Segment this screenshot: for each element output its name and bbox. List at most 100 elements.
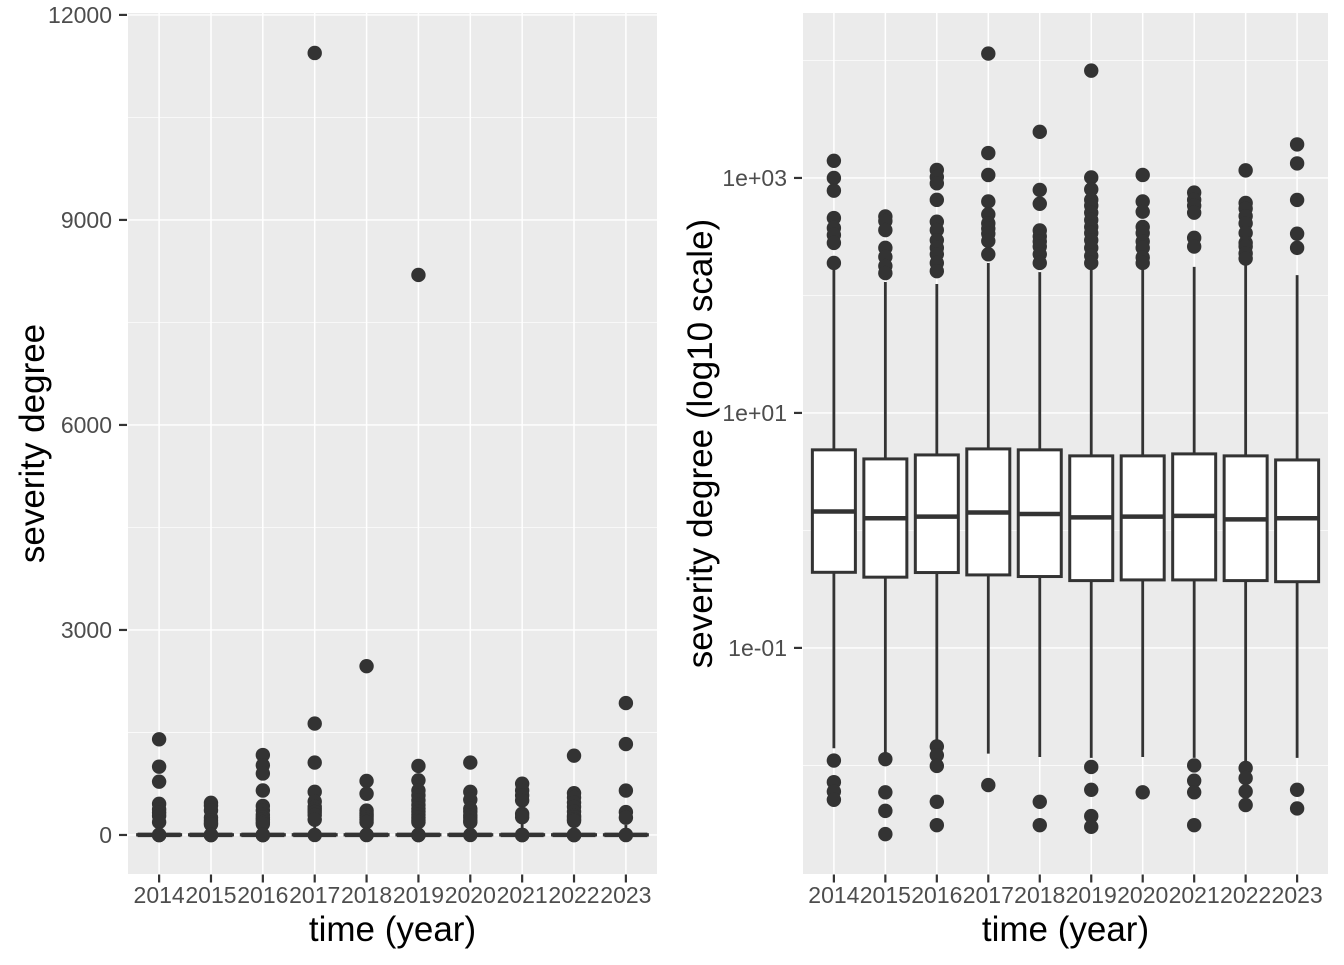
y-tick-label: 1e+03 bbox=[722, 165, 787, 191]
outlier-dot bbox=[256, 766, 270, 780]
outlier-dot bbox=[1290, 137, 1304, 151]
outlier-dot bbox=[411, 815, 425, 829]
y-tick-label: 9000 bbox=[61, 207, 112, 233]
x-tick-label: 2016 bbox=[237, 882, 288, 908]
outlier-dot bbox=[827, 753, 841, 767]
outlier-dot bbox=[1084, 256, 1098, 270]
outlier-dot bbox=[1238, 771, 1252, 785]
x-tick-label: 2014 bbox=[134, 882, 185, 908]
outlier-dot bbox=[1290, 193, 1304, 207]
outlier-dot bbox=[359, 659, 373, 673]
x-tick-label: 2014 bbox=[808, 882, 859, 908]
outlier-dot bbox=[515, 793, 529, 807]
x-tick-label: 2015 bbox=[860, 882, 911, 908]
outlier-dot bbox=[878, 266, 892, 280]
x-tick-label: 2017 bbox=[289, 882, 340, 908]
outlier-dot bbox=[256, 783, 270, 797]
x-axis-title: time (year) bbox=[982, 910, 1149, 949]
outlier-dot bbox=[359, 774, 373, 788]
x-tick-label: 2019 bbox=[1066, 882, 1117, 908]
outlier-dot bbox=[930, 264, 944, 278]
outlier-dot bbox=[1238, 784, 1252, 798]
x-tick-label: 2023 bbox=[1272, 882, 1323, 908]
outlier-dot bbox=[308, 716, 322, 730]
x-tick-label: 2022 bbox=[1220, 882, 1271, 908]
outlier-dot bbox=[256, 828, 270, 842]
outlier-dot bbox=[1187, 818, 1201, 832]
x-tick-label: 2015 bbox=[185, 882, 236, 908]
x-tick-label: 2016 bbox=[911, 882, 962, 908]
x-axis-title: time (year) bbox=[309, 910, 476, 949]
outlier-dot bbox=[981, 234, 995, 248]
outlier-dot bbox=[1290, 156, 1304, 170]
outlier-dot bbox=[1033, 818, 1047, 832]
outlier-dot bbox=[930, 193, 944, 207]
outlier-dot bbox=[463, 828, 477, 842]
outlier-dot bbox=[619, 696, 633, 710]
y-tick-label: 1e+01 bbox=[722, 400, 787, 426]
outlier-dot bbox=[930, 795, 944, 809]
outlier-dot bbox=[1187, 758, 1201, 772]
outlier-dot bbox=[359, 815, 373, 829]
outlier-dot bbox=[878, 752, 892, 766]
outlier-dot bbox=[308, 812, 322, 826]
x-tick-label: 2018 bbox=[1014, 882, 1065, 908]
outlier-dot bbox=[152, 828, 166, 842]
outlier-dot bbox=[930, 759, 944, 773]
outlier-dot bbox=[1136, 785, 1150, 799]
outlier-dot bbox=[1084, 760, 1098, 774]
outlier-dot bbox=[359, 787, 373, 801]
outlier-dot bbox=[619, 783, 633, 797]
y-tick-label: 0 bbox=[99, 822, 112, 848]
outlier-dot bbox=[1187, 239, 1201, 253]
outlier-dot bbox=[1033, 256, 1047, 270]
outlier-dot bbox=[1290, 801, 1304, 815]
outlier-dot bbox=[515, 828, 529, 842]
outlier-dot bbox=[878, 827, 892, 841]
outlier-dot bbox=[1238, 798, 1252, 812]
outlier-dot bbox=[567, 749, 581, 763]
outlier-dot bbox=[1033, 183, 1047, 197]
outlier-dot bbox=[1290, 241, 1304, 255]
outlier-dot bbox=[827, 236, 841, 250]
outlier-dot bbox=[878, 804, 892, 818]
y-axis-title: severity degree bbox=[13, 324, 52, 563]
outlier-dot bbox=[308, 755, 322, 769]
panel-background bbox=[128, 13, 657, 874]
outlier-dot bbox=[567, 828, 581, 842]
x-tick-label: 2023 bbox=[600, 882, 651, 908]
panel-background bbox=[803, 13, 1328, 874]
y-tick-label: 3000 bbox=[61, 617, 112, 643]
outlier-dot bbox=[619, 828, 633, 842]
outlier-dot bbox=[411, 828, 425, 842]
x-tick-label: 2021 bbox=[497, 882, 548, 908]
outlier-dot bbox=[827, 793, 841, 807]
x-tick-label: 2022 bbox=[548, 882, 599, 908]
outlier-dot bbox=[1290, 783, 1304, 797]
outlier-dot bbox=[463, 815, 477, 829]
outlier-dot bbox=[930, 176, 944, 190]
outlier-dot bbox=[981, 194, 995, 208]
outlier-dot bbox=[463, 755, 477, 769]
outlier-dot bbox=[152, 732, 166, 746]
box-rect bbox=[1276, 460, 1319, 582]
outlier-dot bbox=[827, 183, 841, 197]
outlier-dot bbox=[981, 168, 995, 182]
outlier-dot bbox=[827, 256, 841, 270]
outlier-dot bbox=[981, 778, 995, 792]
x-tick-label: 2018 bbox=[341, 882, 392, 908]
outlier-dot bbox=[515, 810, 529, 824]
outlier-dot bbox=[204, 828, 218, 842]
box-rect bbox=[915, 455, 958, 573]
x-tick-label: 2019 bbox=[393, 882, 444, 908]
outlier-dot bbox=[981, 46, 995, 60]
outlier-dot bbox=[827, 171, 841, 185]
outlier-dot bbox=[152, 774, 166, 788]
outlier-dot bbox=[567, 814, 581, 828]
outlier-dot bbox=[1290, 227, 1304, 241]
y-tick-label: 1e-01 bbox=[728, 635, 787, 661]
